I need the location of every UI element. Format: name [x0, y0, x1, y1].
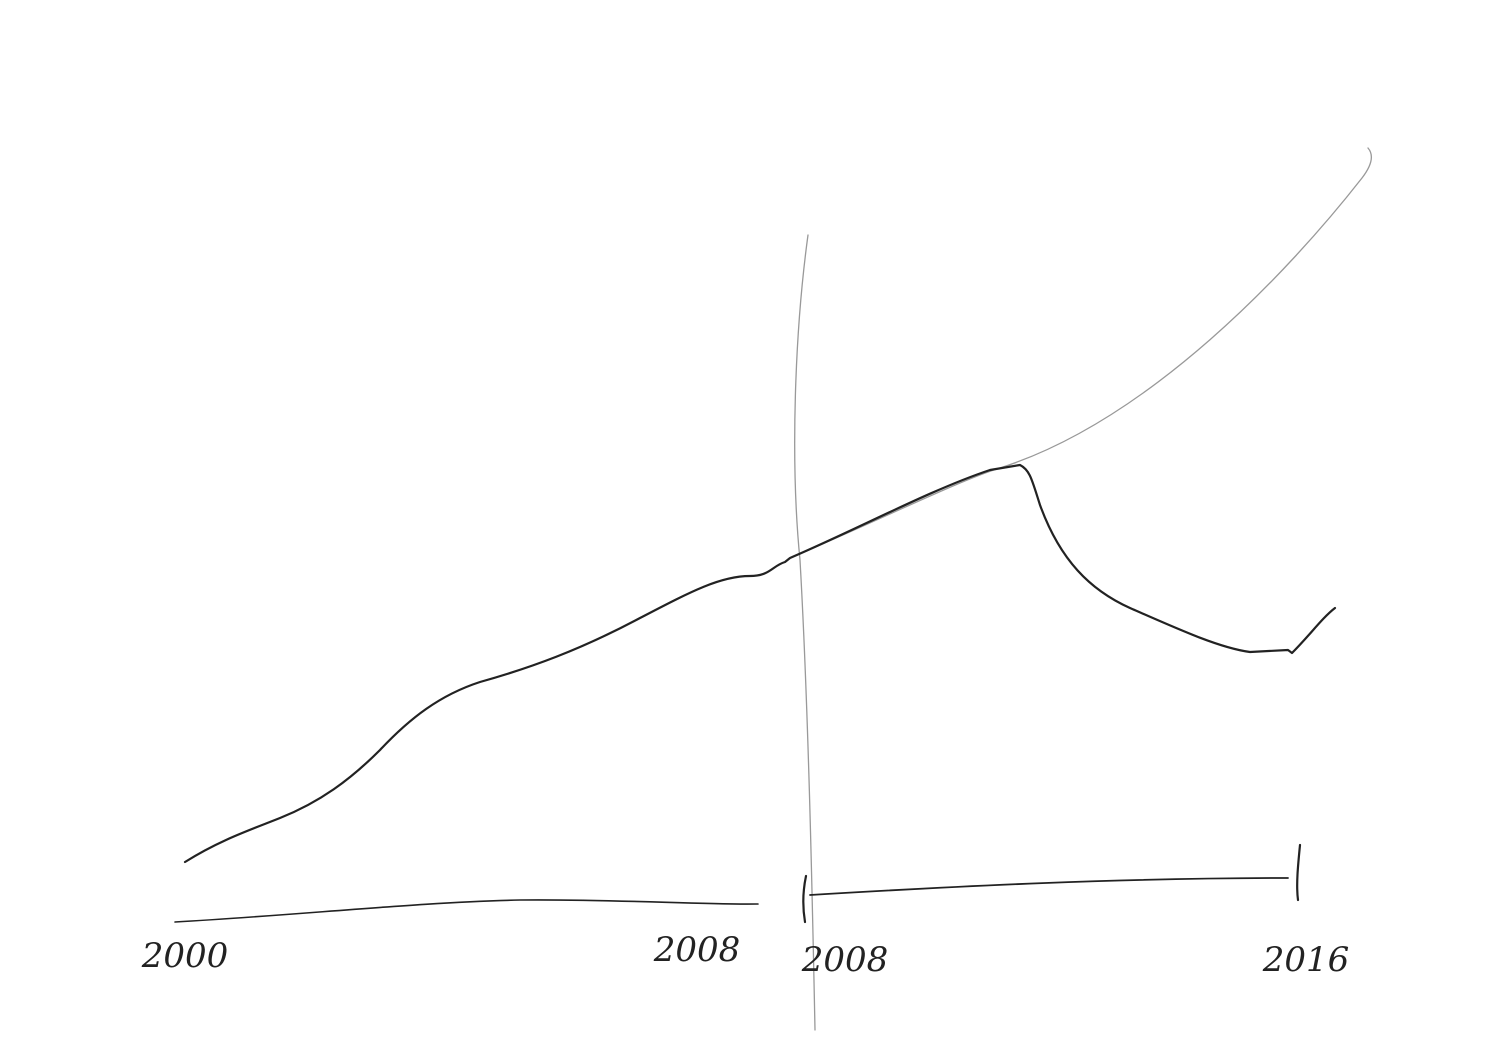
axis-left: [174, 899, 759, 923]
axis-label: 2000: [141, 936, 229, 976]
axis-label: 2016: [1262, 940, 1350, 980]
axis-tick: [1296, 843, 1302, 902]
projection-line: [789, 147, 1373, 559]
axis-right: [809, 877, 1289, 896]
trend-line: [183, 463, 1337, 864]
axis-label: 2008: [801, 940, 889, 980]
divider-line: [794, 234, 816, 1031]
axis-tick: [802, 874, 808, 924]
axis-label: 2008: [653, 930, 741, 970]
